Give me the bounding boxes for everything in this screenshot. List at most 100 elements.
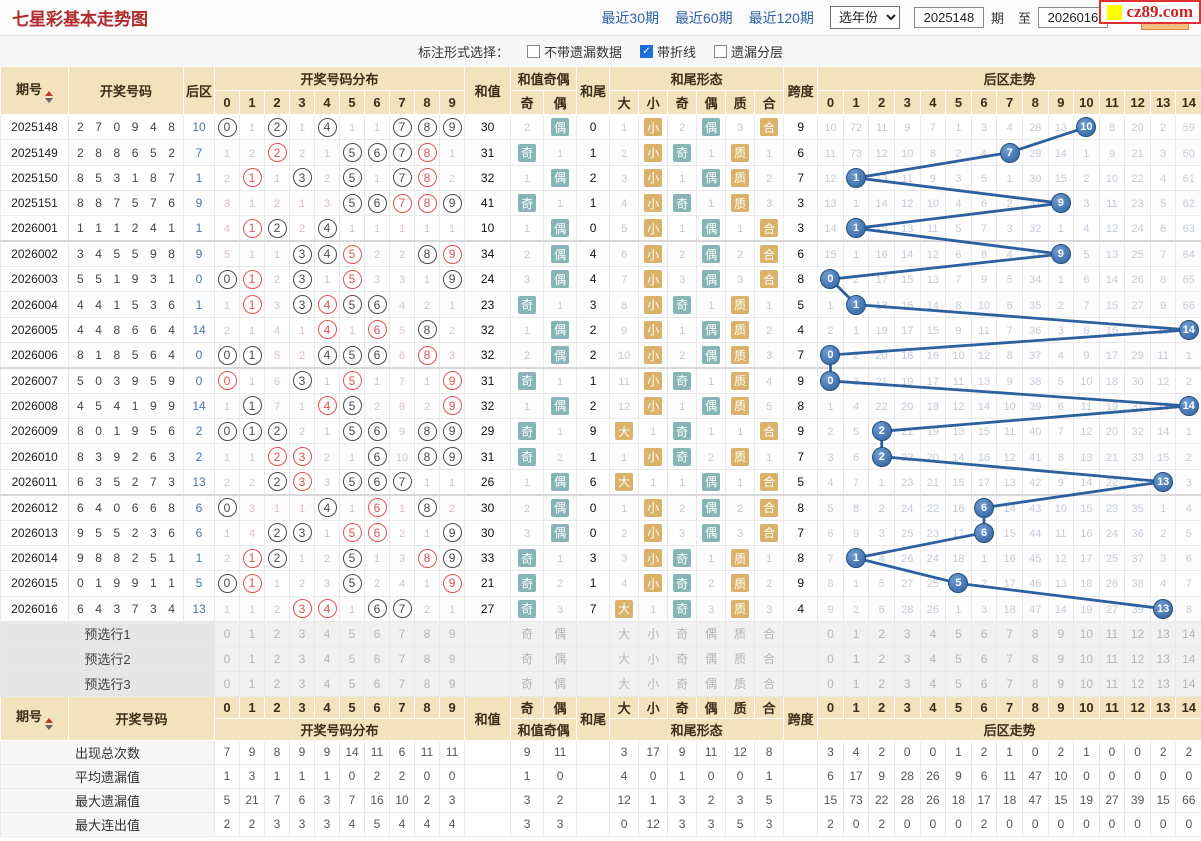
pattern-miss-count: 3 <box>766 603 773 616</box>
trend-miss-count: 8 <box>929 147 936 160</box>
trend-miss-count: 17 <box>926 375 939 388</box>
parity-badge: 奇 <box>673 295 692 314</box>
option-omission-layer[interactable]: 遗漏分层 <box>714 42 783 61</box>
pattern-miss-count: 1 <box>737 223 744 236</box>
trend-miss-count: 21 <box>926 476 939 489</box>
trend-miss-count: 1 <box>980 553 988 566</box>
preselect-row[interactable]: 预选行2 0 1 2 3 4 5 6 7 8 9 奇偶大小奇偶质合 0 1 2 3 4 5 6 7 8 9 10 11 12 13… <box>0 645 1201 672</box>
col-header-issue[interactable]: 期号 <box>0 66 69 115</box>
trend-ball: 1 <box>846 294 867 315</box>
pattern-badge: 小 <box>644 574 663 593</box>
option-with-line[interactable]: ✓ 带折线 <box>640 42 696 61</box>
to-issue-input[interactable] <box>1037 7 1108 28</box>
dist-miss-count: 1 <box>448 147 456 160</box>
pattern-badge: 大 <box>615 422 634 441</box>
trend-miss-count: 59 <box>1182 122 1195 135</box>
pattern-miss-count: 3 <box>557 603 564 616</box>
pattern-miss-count: 1 <box>650 476 657 489</box>
trend-ball: 0 <box>820 345 841 366</box>
table-row: 2026008 4 5 4 1 9 9 14 1 1 7 1 4 5 2 8 2 9 32 1 偶 2 12 小 1 偶质 5 8 1 4… <box>0 392 1201 420</box>
trend-miss-count: 7 <box>980 223 988 236</box>
dist-repeat-circle: 6 <box>367 498 387 518</box>
trend-miss-count: 1 <box>1160 502 1167 515</box>
trend-miss-count: 11 <box>901 172 913 185</box>
checkbox-with-line[interactable]: ✓ <box>640 44 653 58</box>
bottom-col-issue[interactable]: 期号 <box>0 695 69 741</box>
trend-ball: 5 <box>948 573 969 594</box>
parity-badge: 偶 <box>551 523 570 542</box>
dist-repeat-circle: 3 <box>292 447 312 467</box>
dist-hit-circle: 0 <box>217 498 237 518</box>
link-recent-30[interactable]: 最近30期 <box>601 9 659 26</box>
pattern-badge: 合 <box>760 219 779 238</box>
site-logo[interactable]: cz89.com <box>1099 0 1201 24</box>
dist-hit-circle: 0 <box>217 573 237 593</box>
pattern-badge: 小 <box>644 447 663 466</box>
trend-miss-count: 1 <box>1006 172 1013 185</box>
parity-badge: 偶 <box>702 523 721 542</box>
parity-badge: 奇 <box>518 599 537 618</box>
preselect-row[interactable]: 预选行3 0 1 2 3 4 5 6 7 8 9 奇偶大小奇偶质合 0 1 2 3 4 5 6 7 8 9 10 11 12 13… <box>0 670 1201 697</box>
trend-miss-count: 66 <box>1182 299 1195 312</box>
dist-hit-circle: 9 <box>442 548 462 568</box>
dist-miss-count: 2 <box>373 400 381 413</box>
trend-miss-count: 18 <box>1003 603 1016 616</box>
trend-miss-count: 12 <box>926 249 939 262</box>
trend-col-header: 12 <box>1124 695 1151 719</box>
trend-miss-count: 3 <box>853 375 860 388</box>
pattern-col-header: 偶 <box>696 695 727 719</box>
dist-miss-count: 1 <box>373 553 381 566</box>
trend-miss-count: 73 <box>849 147 863 160</box>
dist-miss-count: 2 <box>298 147 306 160</box>
table-row: 2025150 8 5 3 1 8 7 1 2 1 1 3 2 5 1 7 8 2 32 1 偶 2 3 小 1 偶质 2 7 12 1 1… <box>0 164 1201 192</box>
pattern-col-header: 质 <box>725 695 756 719</box>
year-select[interactable]: 选年份 <box>829 6 900 29</box>
dist-miss-count: 1 <box>248 375 256 388</box>
oe-col-header: 奇 <box>510 90 545 115</box>
trend-miss-count: 18 <box>1105 375 1119 388</box>
trend-miss-count: 31 <box>1029 198 1042 211</box>
pattern-miss-count: 1 <box>766 147 773 160</box>
trend-miss-count: 3 <box>1185 476 1192 489</box>
dist-miss-count: 1 <box>223 400 231 413</box>
preselect-row[interactable]: 预选行1 0 1 2 3 4 5 6 7 8 9 奇偶大小奇偶质合 0 1 2 3 4 5 6 7 8 9 10 11 12 13… <box>0 620 1201 647</box>
digit-col-header: 5 <box>339 695 365 719</box>
trend-miss-count: 9 <box>1057 476 1064 489</box>
dist-miss-count: 1 <box>448 223 456 236</box>
checkbox-no-omission[interactable] <box>526 44 540 58</box>
pattern-miss-count: 2 <box>737 502 744 515</box>
dist-hit-circle: 8 <box>417 117 437 137</box>
pattern-badge: 小 <box>644 270 663 289</box>
pattern-miss-count: 1 <box>766 553 773 566</box>
trend-col-header: 1 <box>842 695 870 719</box>
pattern-miss-count: 1 <box>708 426 715 439</box>
dist-repeat-circle: 1 <box>242 295 262 315</box>
trend-miss-count: 19 <box>901 375 914 388</box>
parity-badge: 偶 <box>702 219 721 238</box>
dist-miss-count: 1 <box>373 172 381 185</box>
digit-col-header: 9 <box>438 90 466 115</box>
trend-miss-count: 3 <box>878 527 885 540</box>
trend-miss-count: 4 <box>1057 350 1064 363</box>
sort-icon[interactable] <box>45 718 53 731</box>
parity-badge: 偶 <box>551 219 570 238</box>
pattern-col-header: 小 <box>638 695 669 719</box>
dist-hit-circle: 2 <box>267 472 287 492</box>
dist-miss-count: 1 <box>423 527 431 540</box>
trend-miss-count: 13 <box>824 198 837 211</box>
trend-miss-count: 33 <box>1029 249 1042 262</box>
checkbox-omission-layer[interactable] <box>714 44 728 58</box>
pattern-miss-count: 2 <box>766 172 773 185</box>
option-no-omission[interactable]: 不带遗漏数据 <box>526 42 622 61</box>
trend-miss-count: 24 <box>1105 527 1119 540</box>
pattern-miss-count: 1 <box>524 400 531 413</box>
dist-hit-circle: 8 <box>417 421 437 441</box>
link-recent-60[interactable]: 最近60期 <box>675 9 733 26</box>
trend-col-header: 1 <box>842 90 870 115</box>
trend-miss-count: 4 <box>853 400 860 413</box>
link-recent-120[interactable]: 最近120期 <box>748 9 814 26</box>
sort-icon[interactable] <box>45 90 53 103</box>
from-issue-input[interactable] <box>913 7 984 28</box>
dist-miss-count: 4 <box>398 299 406 312</box>
